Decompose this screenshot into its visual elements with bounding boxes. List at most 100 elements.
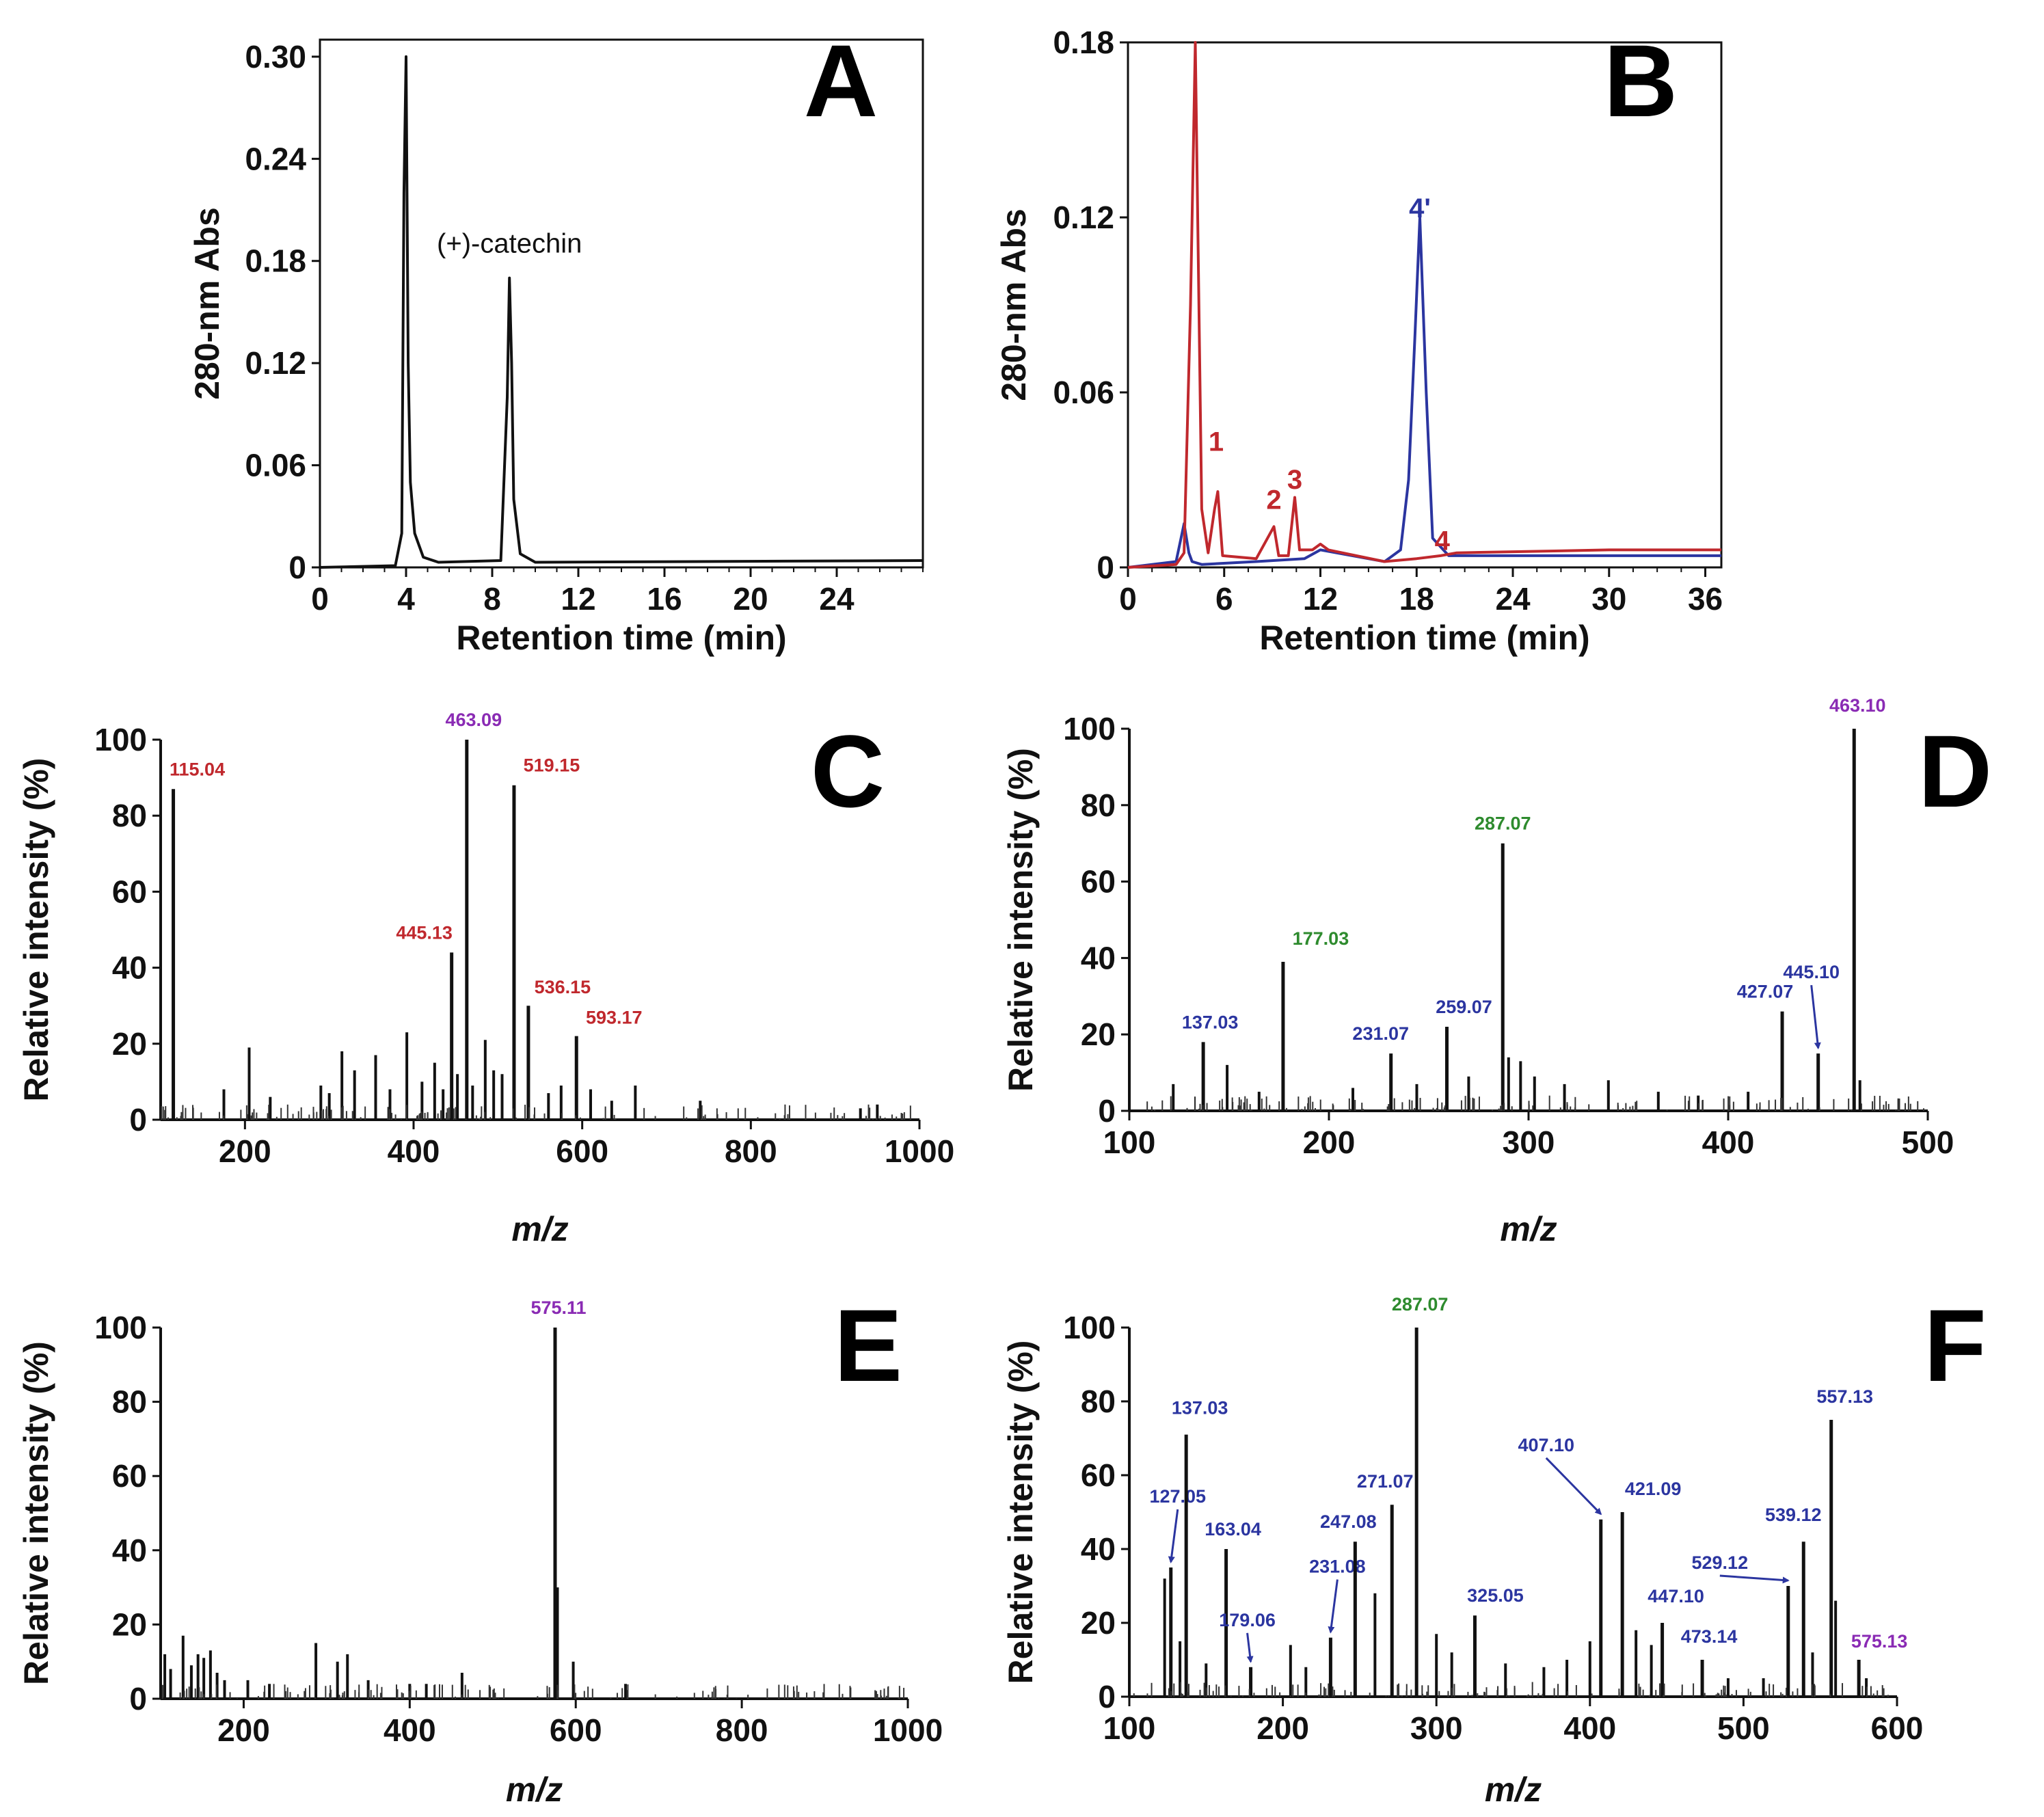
y-tick-label: 80: [1081, 788, 1116, 823]
x-tick-label: 200: [217, 1712, 270, 1748]
y-axis-title: 280-nm Abs: [995, 208, 1033, 401]
panel-d: 0 20 40 60 80 100 100 200 300 400 500 m/z Relative i…: [1001, 695, 1992, 1248]
y-tick-label: 0: [288, 550, 306, 585]
y-tick-label: 20: [1081, 1017, 1116, 1052]
x-tick-label: 300: [1410, 1710, 1463, 1746]
y-axis-title: Relative intensity (%): [17, 1341, 55, 1685]
panel-letter: A: [804, 23, 878, 138]
x-axis-title: Retention time (min): [456, 619, 786, 657]
y-tick-label: 100: [94, 722, 147, 757]
x-tick-label: 400: [1563, 1710, 1616, 1746]
panel-letter: E: [834, 1288, 902, 1403]
y-tick-label: 0: [129, 1681, 147, 1717]
peak-label-137-03: 137.03: [1182, 1012, 1239, 1032]
series-line-1: [319, 55, 924, 569]
peak-label-536-15: 536.15: [535, 977, 591, 997]
peak-label-115-04: 115.04: [170, 759, 225, 779]
panel-a: 0 0.06 0.12 0.18 0.24 0.30 0 4 8 12 16 20 24 Retentio…: [188, 23, 924, 657]
x-tick-label: 300: [1503, 1125, 1555, 1160]
arrow-179-06: [1246, 1632, 1254, 1663]
x-tick-label: 200: [1256, 1710, 1309, 1746]
y-tick-label: 0: [1097, 550, 1114, 585]
x-axis-title: m/z: [1500, 1210, 1557, 1248]
panel-letter: F: [1924, 1288, 1987, 1403]
x-tick-label: 400: [1702, 1125, 1755, 1160]
x-tick-label: 500: [1717, 1710, 1770, 1746]
peak-label-421-09: 421.09: [1625, 1479, 1682, 1499]
peak-label-177-03: 177.03: [1293, 928, 1349, 949]
x-tick-label: 100: [1103, 1125, 1156, 1160]
peak-label-445-13: 445.13: [396, 922, 453, 943]
y-tick-label: 100: [94, 1310, 147, 1345]
x-tick-label: 24: [1495, 581, 1531, 617]
peak-label-529-12: 529.12: [1692, 1552, 1749, 1573]
baseline-noise: [161, 1684, 905, 1699]
y-tick-label: 20: [112, 1026, 147, 1062]
x-tick-label: 500: [1902, 1125, 1954, 1160]
y-axis-title: Relative intensity (%): [1001, 748, 1040, 1092]
y-tick-label: 60: [1081, 1457, 1116, 1493]
panel-c: 0 20 40 60 80 100 200 400 600 800 1000 m/z Relative …: [17, 710, 954, 1248]
x-axis-title: m/z: [511, 1210, 568, 1248]
annotation-label: 1: [1209, 427, 1224, 457]
x-axis-title: m/z: [506, 1771, 563, 1809]
y-tick-label: 0.12: [1053, 200, 1114, 235]
peak-label-463-09: 463.09: [446, 710, 502, 730]
y-tick-label: 100: [1063, 1310, 1116, 1345]
x-tick-label: 18: [1399, 581, 1434, 617]
peak-label-519-15: 519.15: [524, 755, 580, 776]
y-tick-label: 0.24: [245, 141, 306, 176]
x-tick-label: 0: [311, 581, 329, 617]
y-tick-label: 60: [112, 1458, 147, 1494]
peak-label-463-10: 463.10: [1829, 695, 1886, 716]
y-tick-label: 40: [1081, 940, 1116, 975]
y-tick-label: 0: [129, 1102, 147, 1138]
annotation-label: 4': [1409, 193, 1431, 224]
panel-e: 0 20 40 60 80 100 200 400 600 800 1000 m/z Relative …: [17, 1288, 943, 1809]
x-tick-label: 400: [384, 1712, 436, 1748]
baseline-noise: [161, 1104, 911, 1120]
peak-label-163-04: 163.04: [1205, 1519, 1261, 1539]
x-tick-label: 12: [1303, 581, 1338, 617]
x-tick-label: 100: [1103, 1710, 1156, 1746]
y-tick-label: 0.06: [245, 448, 306, 483]
y-tick-label: 80: [1081, 1384, 1116, 1419]
peak-label-473-14: 473.14: [1681, 1626, 1738, 1647]
arrow-407-10: [1545, 1457, 1602, 1516]
peak-label-247-08: 247.08: [1320, 1511, 1377, 1532]
peak-label-407-10: 407.10: [1518, 1435, 1574, 1455]
peak-label-557-13: 557.13: [1816, 1386, 1873, 1407]
y-axis-title: Relative intensity (%): [1001, 1341, 1040, 1684]
x-tick-label: 600: [1871, 1710, 1924, 1746]
x-tick-label: 30: [1591, 581, 1626, 617]
peak-label-427-07: 427.07: [1737, 982, 1794, 1002]
series-line-2: [1127, 41, 1721, 569]
peak-label-231-07: 231.07: [1352, 1023, 1409, 1044]
peak-label-271-07: 271.07: [1357, 1471, 1414, 1492]
arrow-445-10: [1810, 984, 1821, 1050]
y-tick-label: 0.18: [1053, 25, 1114, 60]
peak-label-575-13: 575.13: [1851, 1631, 1908, 1652]
y-tick-label: 80: [112, 798, 147, 833]
peak-label-137-03: 137.03: [1172, 1398, 1228, 1418]
y-tick-label: 80: [112, 1384, 147, 1420]
peak-label-445-10: 445.10: [1783, 962, 1840, 982]
annotation-label: 3: [1287, 465, 1302, 495]
y-tick-label: 0.12: [245, 345, 306, 381]
panel-letter: B: [1604, 23, 1678, 138]
y-tick-label: 0.18: [245, 243, 306, 279]
x-tick-label: 800: [725, 1133, 777, 1169]
x-tick-label: 600: [550, 1712, 602, 1748]
panel-letter: D: [1918, 714, 1992, 829]
panel-f: 0 20 40 60 80 100 100 200 300 400 500 600 m/z Relativ…: [1001, 1288, 1987, 1809]
baseline-noise: [1146, 1095, 1924, 1111]
x-tick-label: 800: [716, 1712, 768, 1748]
peak-label-259-07: 259.07: [1436, 997, 1492, 1017]
peak-label-539-12: 539.12: [1765, 1505, 1822, 1525]
plot-frame: [1127, 41, 1723, 569]
peak-label-287-07: 287.07: [1475, 813, 1531, 834]
x-tick-label: 600: [556, 1133, 608, 1169]
y-tick-label: 0.06: [1053, 375, 1114, 410]
y-tick-label: 0: [1098, 1679, 1116, 1714]
x-tick-label: 200: [1303, 1125, 1356, 1160]
